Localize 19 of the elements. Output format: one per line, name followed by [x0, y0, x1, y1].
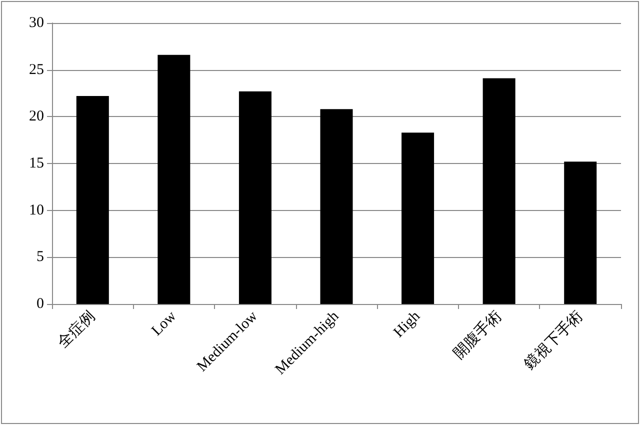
x-tick-label: 開腹手術 [450, 308, 505, 362]
bar [238, 91, 272, 304]
x-tick-label: Low [148, 308, 180, 340]
y-tick-label: 30 [29, 15, 44, 31]
y-tick-label: 0 [36, 296, 44, 312]
bar [76, 96, 109, 304]
y-tick-label: 20 [29, 108, 44, 125]
bar [564, 162, 597, 304]
bar [402, 132, 434, 304]
y-tick-label: 25 [29, 62, 44, 78]
bar [158, 54, 190, 304]
x-tick-label: High [390, 308, 424, 341]
bar [482, 78, 516, 304]
x-tick-label: 鏡視下手術 [520, 308, 586, 373]
y-tick-label: 5 [36, 249, 44, 266]
x-tick-label: 全症例 [54, 308, 98, 352]
bar [320, 109, 353, 304]
y-tick-label: 15 [29, 156, 44, 172]
y-tick-label: 10 [29, 202, 44, 218]
